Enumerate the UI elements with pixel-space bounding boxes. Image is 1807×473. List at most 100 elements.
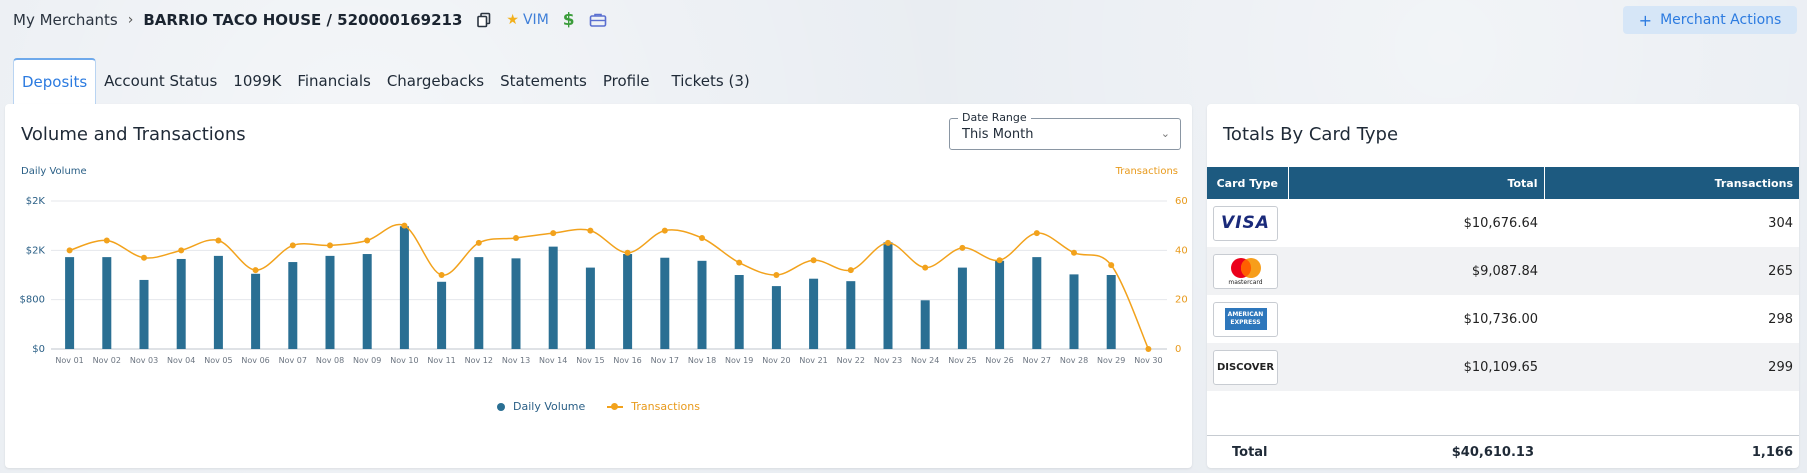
transactions-point [699, 235, 705, 241]
totals-transactions: 1,166 [1751, 444, 1793, 460]
x-tick-label: Nov 03 [130, 356, 158, 365]
tab-chargebacks[interactable]: Chargebacks [386, 72, 485, 90]
transactions-point [736, 259, 743, 266]
row-total: $10,109.65 [1288, 343, 1544, 391]
tab-statements[interactable]: Statements [500, 72, 587, 90]
mastercard-logo-icon: mastercard [1213, 253, 1278, 289]
legend-item-daily-volume[interactable]: Daily Volume [497, 400, 585, 413]
column-header-card-type[interactable]: Card Type [1207, 167, 1289, 199]
tab-1099k[interactable]: 1099K [233, 72, 282, 90]
transactions-point [847, 267, 854, 274]
legend-dot-icon [497, 402, 506, 411]
card-type-table: Card Type Total Transactions VISA $10,67… [1207, 167, 1799, 391]
bar [251, 273, 261, 349]
x-tick-label: Nov 01 [55, 356, 83, 365]
legend-item-transactions[interactable]: Transactions [607, 400, 700, 413]
x-tick-label: Nov 21 [799, 356, 827, 365]
transactions-point [624, 249, 631, 256]
transactions-point [661, 227, 668, 234]
y-tick-label-right: 60 [1175, 196, 1188, 207]
bar [548, 246, 558, 349]
bar [511, 258, 521, 349]
y-tick-label-left: $800 [20, 295, 45, 306]
legend-label-transactions: Transactions [631, 400, 700, 413]
transactions-point [1071, 249, 1077, 256]
tab-profile[interactable]: Profile [602, 72, 650, 90]
star-icon: ★ [506, 12, 519, 28]
transactions-point [550, 230, 557, 237]
date-range-value: This Month [962, 127, 1034, 142]
x-tick-label: Nov 06 [241, 356, 269, 365]
x-tick-label: Nov 05 [204, 356, 232, 365]
y-tick-label-right: 20 [1175, 295, 1188, 306]
totals-card-title: Totals By Card Type [1223, 124, 1399, 145]
bar [213, 255, 223, 349]
merchant-actions-button[interactable]: + Merchant Actions [1623, 6, 1797, 34]
transactions-point [475, 239, 482, 246]
column-header-transactions[interactable]: Transactions [1544, 167, 1799, 199]
tab-tickets[interactable]: Tickets (3) [671, 72, 750, 90]
volume-transactions-chart: $0 0 $800 20 $2K 40 $2K 60 Nov 01 Nov 02 Nov 03 Nov… [20, 196, 1188, 365]
right-axis-title: Transactions [1115, 166, 1178, 177]
legend-label-daily-volume: Daily Volume [513, 400, 586, 413]
x-tick-label: Nov 07 [279, 356, 307, 365]
bar [325, 255, 335, 349]
x-tick-label: Nov 12 [465, 356, 493, 365]
copy-icon[interactable] [476, 12, 492, 28]
briefcase-icon[interactable] [589, 12, 607, 28]
bar [697, 260, 707, 349]
bar [920, 300, 930, 349]
bar [474, 257, 484, 349]
transactions-point [959, 244, 966, 251]
bar [399, 226, 409, 349]
transactions-point [1108, 262, 1115, 269]
bar [771, 286, 781, 349]
bar [176, 258, 186, 349]
bar [1106, 275, 1116, 349]
x-tick-label: Nov 27 [1023, 356, 1051, 365]
bar [437, 281, 447, 349]
totals-label: Total [1232, 444, 1268, 460]
transactions-point [996, 257, 1003, 264]
volume-card-title: Volume and Transactions [21, 124, 246, 145]
discover-logo-icon: DISCOVER [1213, 349, 1278, 385]
bar [1069, 274, 1079, 349]
transactions-point [364, 237, 371, 244]
x-tick-label: Nov 28 [1060, 356, 1088, 365]
bar [957, 267, 967, 349]
transactions-point [1033, 230, 1040, 237]
bar [734, 275, 744, 349]
x-tick-label: Nov 25 [948, 356, 976, 365]
row-transactions: 304 [1768, 215, 1793, 231]
bar [883, 242, 893, 349]
x-tick-label: Nov 15 [576, 356, 604, 365]
x-tick-label: Nov 16 [613, 356, 641, 365]
tab-account-status[interactable]: Account Status [104, 72, 218, 90]
x-tick-label: Nov 29 [1097, 356, 1125, 365]
table-row: VISA $10,676.64 304 [1207, 199, 1799, 247]
date-range-select[interactable]: Date Range This Month ⌄ [949, 111, 1181, 150]
tab-financials[interactable]: Financials [297, 72, 371, 90]
row-total: $10,736.00 [1463, 311, 1538, 327]
x-tick-label: Nov 08 [316, 356, 344, 365]
y-tick-label-left: $0 [32, 344, 45, 355]
transactions-point [587, 227, 594, 234]
transactions-point [178, 247, 185, 254]
vim-badge[interactable]: ★ VIM [506, 12, 548, 28]
transactions-point [1145, 346, 1152, 352]
transactions-point [289, 242, 296, 249]
row-transactions: 265 [1544, 247, 1799, 295]
x-tick-label: Nov 30 [1134, 356, 1162, 365]
dollar-icon[interactable]: $ [562, 10, 575, 30]
bar [65, 257, 75, 349]
breadcrumb-my-merchants[interactable]: My Merchants [13, 11, 118, 29]
transactions-point [513, 235, 519, 241]
x-tick-label: Nov 11 [427, 356, 455, 365]
column-header-total[interactable]: Total [1288, 167, 1545, 199]
bar [102, 257, 112, 349]
x-tick-label: Nov 24 [911, 356, 939, 365]
transactions-point [922, 264, 929, 271]
bar [995, 260, 1005, 349]
tab-deposits[interactable]: Deposits [13, 58, 97, 104]
bar [585, 267, 595, 349]
